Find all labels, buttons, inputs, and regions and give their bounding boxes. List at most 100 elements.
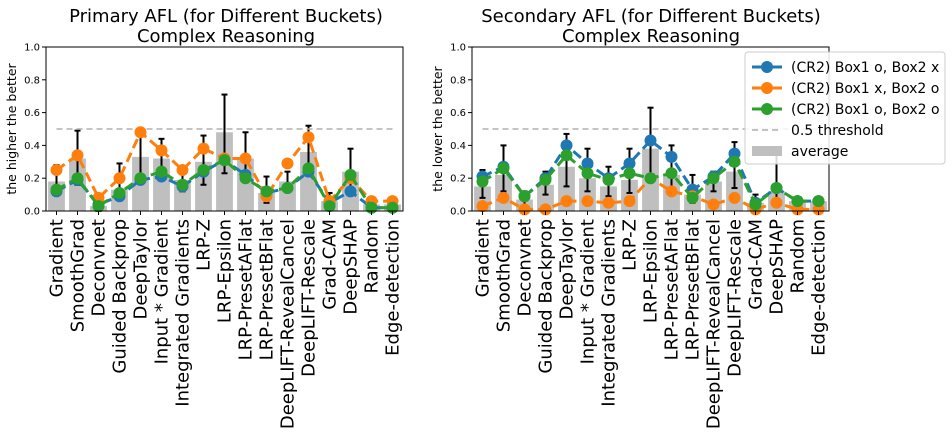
series-point [707,172,720,185]
chart-subtitle: Complex Reasoning [562,26,740,47]
x-tick-label: LRP-Z [194,219,215,271]
x-tick-label: Gradient [473,219,494,297]
y-ticks: 0.0 0.2 0.4 0.6 0.8 1.0 [450,43,472,218]
legend-label: (CR2) Box1 o, Box2 o [791,102,940,118]
chart-secondary-afl: Secondary AFL (for Different Buckets) Co… [430,6,830,429]
series-point [791,195,804,208]
series-point [686,191,699,204]
legend-label: average [791,144,848,160]
chart-title: Secondary AFL (for Different Buckets) [481,6,821,27]
series-point [728,191,741,204]
series-point [749,198,762,211]
x-tick-label: DeepTaylor [557,218,578,319]
series-point [197,142,210,155]
x-tick-label: Edge-detection [809,219,830,356]
x-tick-label: Input * Gradient [152,219,173,364]
x-tick-label: Integrated Gradients [599,219,620,407]
series-point [344,185,357,198]
series-point [92,200,105,213]
series-point [281,182,294,195]
x-tick-label: SmoothGrad [68,219,89,332]
series-point [302,162,315,175]
series-point [602,196,615,209]
series-point [497,191,510,204]
y-tick-label: 0.4 [24,141,40,152]
series-point [644,172,657,185]
y-tick-label: 0.0 [450,207,466,218]
series-point [791,203,804,216]
series-point [260,185,273,198]
series-point [155,165,168,178]
series-point [113,186,126,199]
x-tick-label: Guided Backprop [536,219,557,374]
y-tick-label: 0.4 [450,141,466,152]
series-point [581,157,594,170]
series-lines [50,126,399,214]
x-tick-label: Grad-CAM [320,219,341,310]
x-tick-label: Gradient [47,219,68,297]
series-point [50,164,63,176]
x-tick-label: DeepLIFT-Rescale [725,219,746,377]
legend-swatch-marker [761,61,773,73]
series-point [623,167,636,180]
y-tick-label: 0.2 [24,174,40,185]
x-ticks: Gradient SmoothGrad Deconvnet Guided Backpr… [47,211,404,429]
x-tick-label: Deconvnet [515,219,536,316]
series-point [50,183,63,196]
x-tick-label: DeepSHAP [767,219,788,315]
x-tick-label: SmoothGrad [494,219,515,332]
series-point [665,150,678,163]
series-point [728,155,741,168]
y-axis-label: the lower the better [430,65,445,191]
series-point [197,164,210,176]
x-tick-label: LRP-PresetAFlat [236,219,257,360]
series-point [134,126,147,139]
series-point [302,131,315,144]
x-tick-label: LRP-PresetBFlat [683,219,704,360]
series-point [539,203,552,216]
series-point [707,198,720,211]
series-point [812,195,825,208]
x-tick-label: LRP-PresetAFlat [662,219,683,360]
series-point [476,175,489,188]
legend-label: 0.5 threshold [791,123,884,139]
x-tick-label: Input * Gradient [578,219,599,364]
x-tick-label: Guided Backprop [110,219,131,374]
series-point [134,172,147,185]
y-ticks: 0.0 0.2 0.4 0.6 0.8 1.0 [24,43,46,218]
legend-label: (CR2) Box1 o, Box2 x [791,60,939,76]
series-point [344,168,357,181]
x-ticks: Gradient SmoothGrad Deconvnet Guided Backpr… [473,211,830,429]
series-point [623,157,636,170]
series-point [602,173,615,186]
average-bar [537,184,554,211]
x-tick-label: DeepTaylor [131,218,152,319]
chart-primary-afl: Primary AFL (for Different Buckets) Comp… [4,6,404,429]
y-tick-label: 0.0 [24,207,40,218]
chart-subtitle: Complex Reasoning [137,26,315,47]
series-point [665,167,678,180]
series-point [560,139,573,152]
y-tick-label: 0.6 [24,108,40,119]
x-tick-label: DeepSHAP [341,219,362,315]
y-axis-label: the higher the better [4,63,19,195]
x-tick-label: Random [362,219,383,294]
series-lines [476,134,825,216]
x-tick-label: DeepLIFT-Rescale [299,219,320,377]
x-tick-label: LRP-Epsilon [641,219,662,323]
series-point [770,182,783,195]
x-tick-label: DeepLIFT-RevealCancel [704,219,725,429]
series-point [239,172,252,185]
x-tick-label: LRP-Z [620,219,641,271]
series-point [560,149,573,162]
x-tick-label: DeepLIFT-RevealCancel [278,219,299,429]
series-point [323,200,336,213]
x-tick-label: Integrated Gradients [173,219,194,407]
y-tick-label: 0.6 [450,108,466,119]
chart-title: Primary AFL (for Different Buckets) [69,6,383,27]
series-point [812,203,825,216]
series-point [239,152,252,165]
series-point [581,167,594,180]
series-point [581,195,594,208]
